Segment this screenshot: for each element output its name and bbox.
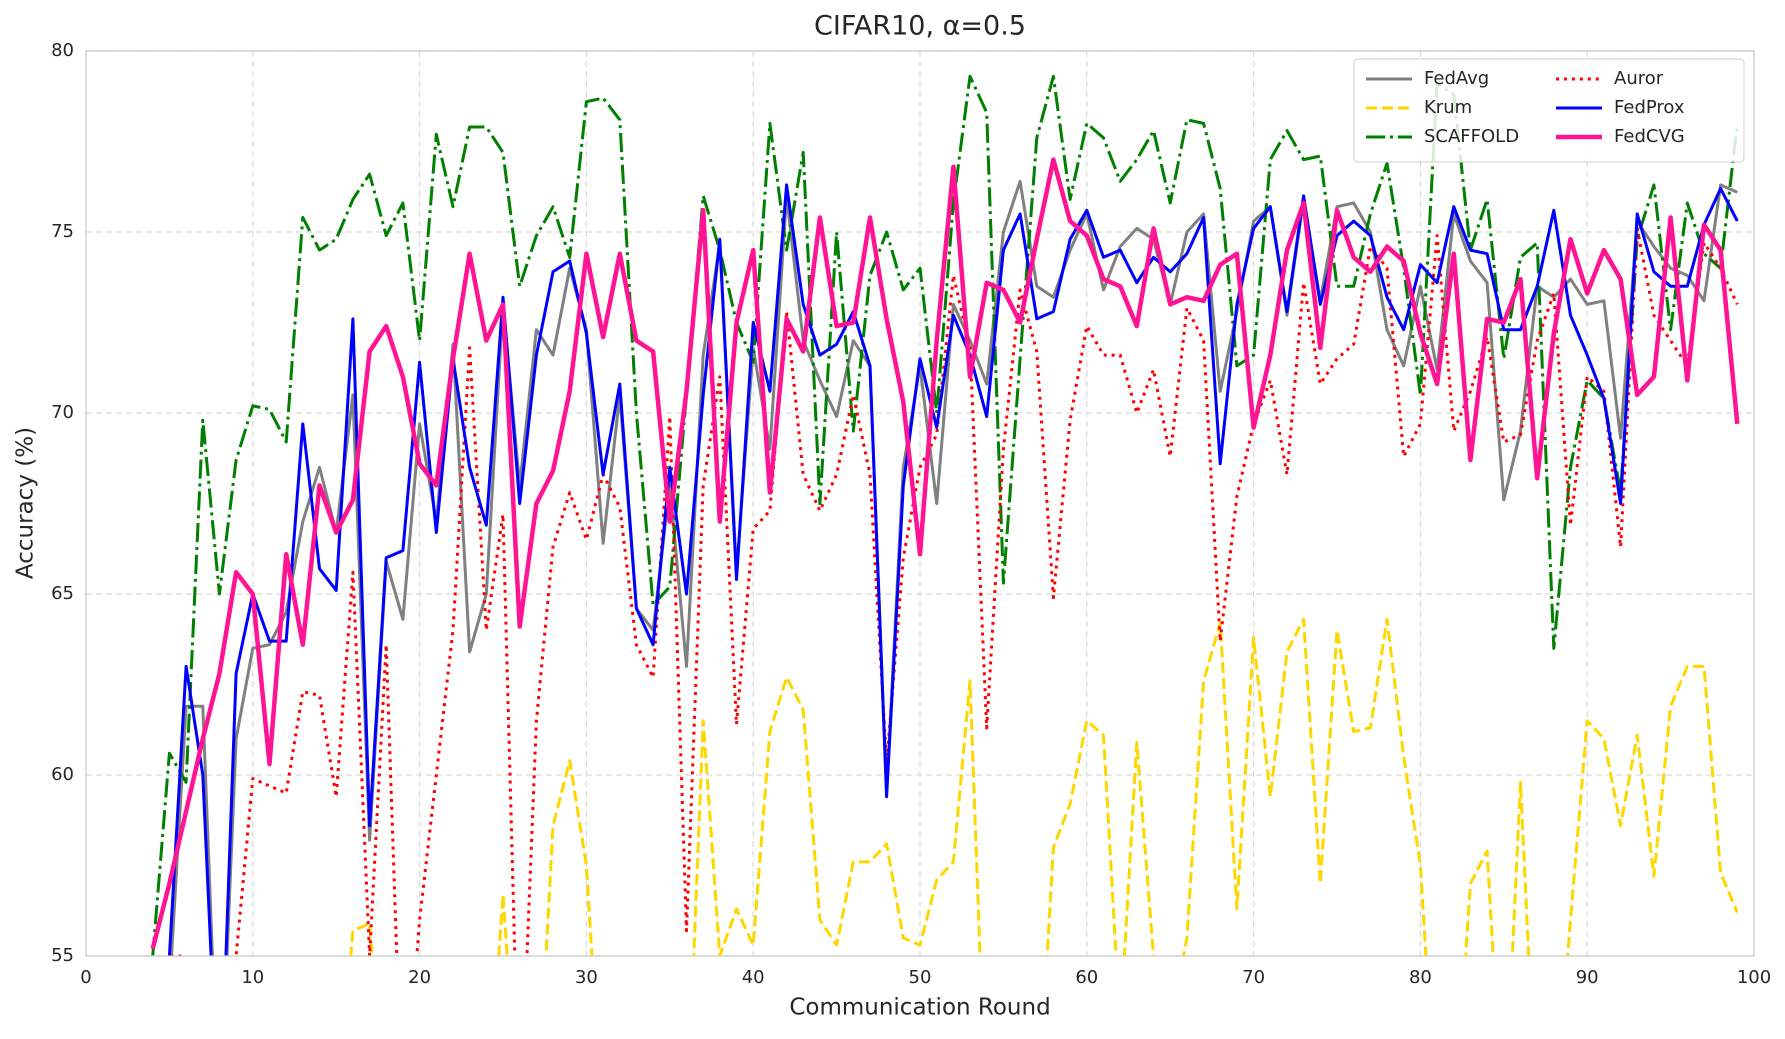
plot-lines	[150, 74, 1740, 956]
x-tick-label: 70	[1242, 967, 1265, 988]
x-tick-label: 90	[1576, 967, 1599, 988]
y-tick-label: 60	[51, 764, 74, 785]
y-tick-label: 75	[51, 221, 74, 242]
series-line	[349, 617, 1739, 956]
ticks: 0 10 20 30 40 50 60 70 80 90 100 55 60 65 70 75 80	[51, 40, 1771, 988]
legend-label: FedProx	[1614, 97, 1685, 118]
x-axis-label: Communication Round	[789, 995, 1050, 1021]
x-tick-label: 50	[909, 967, 932, 988]
x-tick-label: 100	[1737, 967, 1771, 988]
x-tick-label: 0	[80, 967, 91, 988]
legend-label: SCAFFOLD	[1424, 126, 1519, 147]
series-line	[151, 74, 1739, 956]
y-axis-label: Accuracy (%)	[13, 427, 39, 579]
x-tick-label: 80	[1409, 967, 1432, 988]
series-line	[150, 157, 1740, 950]
x-tick-label: 40	[742, 967, 765, 988]
x-tick-label: 60	[1075, 967, 1098, 988]
x-tick-label: 30	[575, 967, 598, 988]
legend-label: FedAvg	[1424, 68, 1489, 89]
legend: FedAvg Krum SCAFFOLD Auror FedProx FedCVG	[1353, 58, 1745, 163]
y-tick-label: 55	[51, 945, 74, 966]
series-line	[167, 183, 1739, 956]
legend-label: Auror	[1614, 68, 1664, 89]
y-tick-label: 65	[51, 583, 74, 604]
legend-box	[1353, 58, 1745, 163]
chart-title: CIFAR10, α=0.5	[814, 11, 1026, 42]
y-tick-label: 70	[51, 402, 74, 423]
x-tick-label: 10	[241, 967, 264, 988]
plot-frame	[85, 50, 1755, 957]
legend-label: Krum	[1424, 97, 1472, 118]
x-tick-label: 20	[408, 967, 431, 988]
legend-label: FedCVG	[1614, 126, 1685, 147]
y-tick-label: 80	[51, 40, 74, 61]
